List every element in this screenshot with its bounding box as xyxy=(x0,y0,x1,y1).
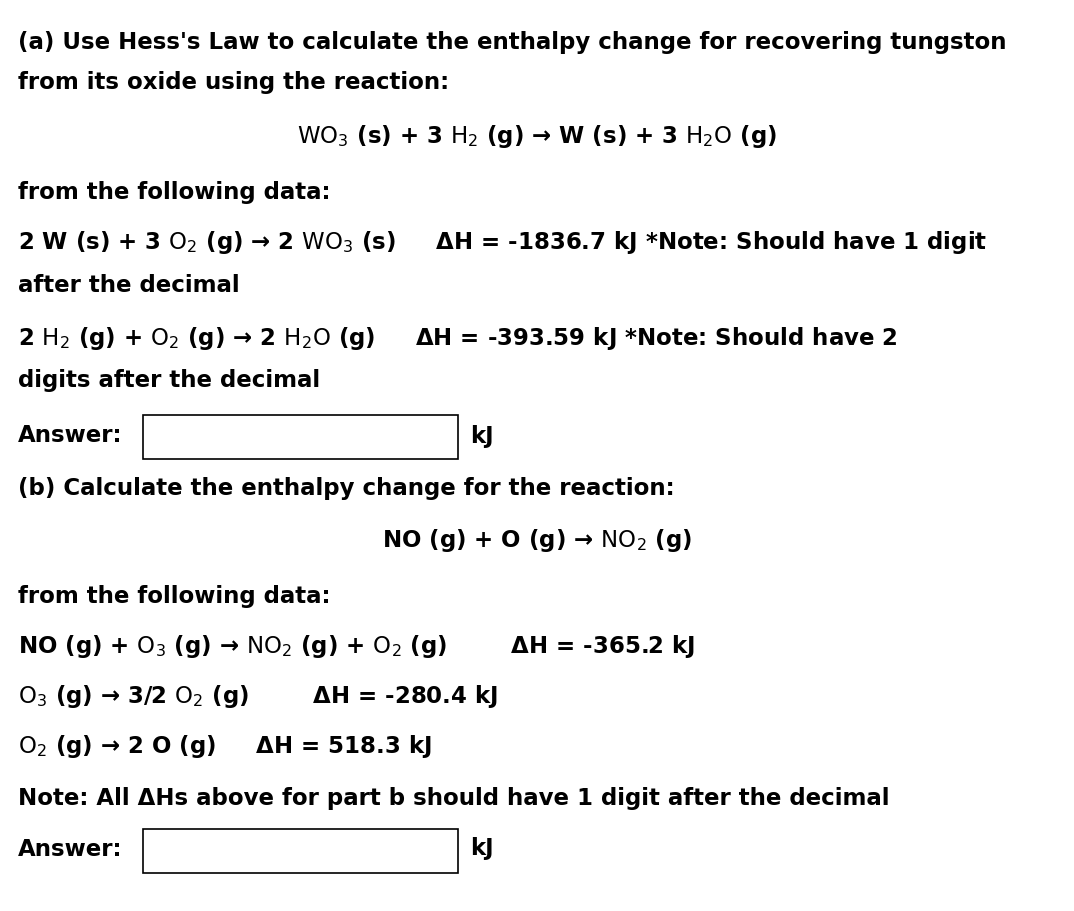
Text: $\mathrm{O_3}$ (g) → 3/2 $\mathrm{O_2}$ (g)        ΔH = -280.4 kJ: $\mathrm{O_3}$ (g) → 3/2 $\mathrm{O_2}$ … xyxy=(18,682,498,710)
Text: kJ: kJ xyxy=(470,837,494,861)
Text: $\mathrm{O_2}$ (g) → 2 O (g)     ΔH = 518.3 kJ: $\mathrm{O_2}$ (g) → 2 O (g) ΔH = 518.3 … xyxy=(18,732,432,760)
Text: Note: All ΔHs above for part b should have 1 digit after the decimal: Note: All ΔHs above for part b should ha… xyxy=(18,787,889,811)
Text: (b) Calculate the enthalpy change for the reaction:: (b) Calculate the enthalpy change for th… xyxy=(18,477,674,500)
Text: NO (g) + $\mathrm{O_3}$ (g) → $\mathrm{NO_2}$ (g) + $\mathrm{O_2}$ (g)        ΔH: NO (g) + $\mathrm{O_3}$ (g) → $\mathrm{N… xyxy=(18,632,695,660)
Text: $\mathrm{WO_3}$ (s) + 3 $\mathrm{H_2}$ (g) → W (s) + 3 $\mathrm{H_2O}$ (g): $\mathrm{WO_3}$ (s) + 3 $\mathrm{H_2}$ (… xyxy=(297,122,777,149)
Text: after the decimal: after the decimal xyxy=(18,274,240,298)
Text: Answer:: Answer: xyxy=(18,837,122,861)
Text: from the following data:: from the following data: xyxy=(18,585,331,608)
Text: Answer:: Answer: xyxy=(18,425,122,447)
Text: digits after the decimal: digits after the decimal xyxy=(18,370,320,393)
Text: 2 W (s) + 3 $\mathrm{O_2}$ (g) → 2 $\mathrm{WO_3}$ (s)     ΔH = -1836.7 kJ *Note: 2 W (s) + 3 $\mathrm{O_2}$ (g) → 2 $\mat… xyxy=(18,230,987,257)
Bar xyxy=(143,829,458,873)
Bar xyxy=(143,415,458,459)
Text: (a) Use Hess's Law to calculate the enthalpy change for recovering tungston: (a) Use Hess's Law to calculate the enth… xyxy=(18,32,1006,55)
Text: kJ: kJ xyxy=(470,425,494,447)
Text: 2 $\mathrm{H_2}$ (g) + $\mathrm{O_2}$ (g) → 2 $\mathrm{H_2O}$ (g)     ΔH = -393.: 2 $\mathrm{H_2}$ (g) + $\mathrm{O_2}$ (g… xyxy=(18,325,898,353)
Text: from its oxide using the reaction:: from its oxide using the reaction: xyxy=(18,71,449,95)
Text: from the following data:: from the following data: xyxy=(18,181,331,204)
Text: NO (g) + O (g) → $\mathrm{NO_2}$ (g): NO (g) + O (g) → $\mathrm{NO_2}$ (g) xyxy=(382,527,692,555)
